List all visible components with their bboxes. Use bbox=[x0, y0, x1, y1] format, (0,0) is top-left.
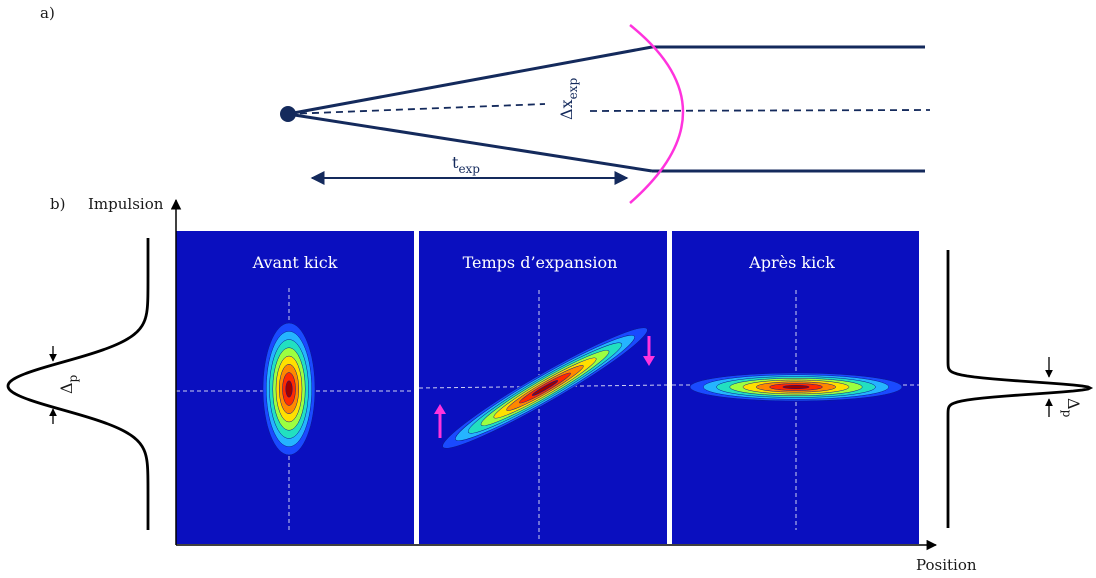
panel-apres-kick: Après kick bbox=[672, 231, 919, 544]
contour-level bbox=[531, 380, 559, 396]
axis-dashed-right bbox=[589, 109, 931, 112]
profile-curve bbox=[946, 250, 1094, 528]
source-point bbox=[280, 106, 296, 122]
delta-p-label-left: Δp bbox=[57, 374, 80, 394]
panel-temps-expansion: Temps d’expansion bbox=[418, 231, 668, 544]
panel-title: Temps d’expansion bbox=[463, 253, 618, 272]
panel-h-guide bbox=[418, 384, 668, 389]
delta-x-exp-label: Δxexp bbox=[557, 78, 580, 120]
y-axis-label: Impulsion bbox=[88, 195, 164, 213]
phase-space-blob bbox=[262, 322, 316, 456]
part-b-label: b) bbox=[50, 195, 65, 213]
phase-space-blob bbox=[689, 372, 903, 402]
panel-title: Avant kick bbox=[252, 253, 338, 272]
panel-avant-kick: Avant kick bbox=[176, 231, 414, 544]
profile-curve bbox=[6, 238, 150, 530]
axis-dashed-left bbox=[287, 103, 546, 115]
contour-level bbox=[782, 385, 810, 389]
delta-p-label-right: Δp bbox=[1060, 398, 1083, 418]
beam-upper-line bbox=[287, 45, 653, 116]
t-exp-label: texp bbox=[452, 153, 480, 176]
beam-lower-line bbox=[287, 112, 653, 173]
expansion-schematic: Δxexp texp bbox=[280, 24, 931, 204]
x-axis-label: Position bbox=[916, 556, 977, 574]
phase-space-blob bbox=[442, 327, 648, 449]
wavefront-curve bbox=[629, 24, 685, 204]
up-arrow-icon bbox=[434, 404, 446, 414]
panel-title: Après kick bbox=[748, 253, 835, 272]
left-momentum-profile: Δp bbox=[6, 238, 150, 530]
right-momentum-profile: Δp bbox=[946, 250, 1094, 528]
part-a-label: a) bbox=[40, 4, 55, 22]
down-arrow-icon bbox=[643, 356, 655, 366]
contour-level bbox=[285, 380, 293, 398]
